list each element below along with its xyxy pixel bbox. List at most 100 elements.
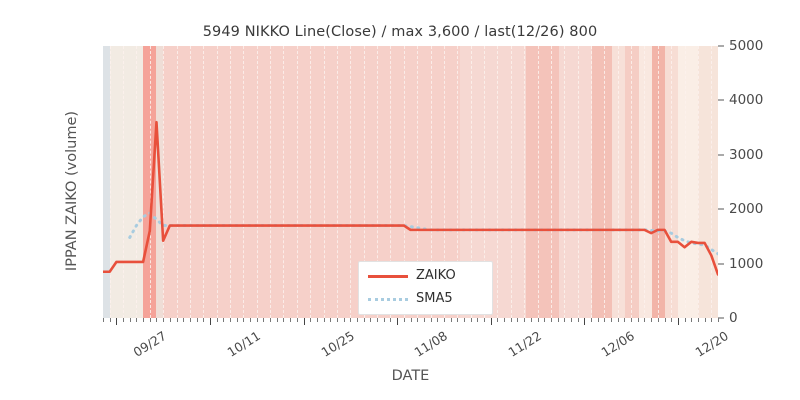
x-tick-minor <box>484 318 486 322</box>
series-line-sma5 <box>128 211 718 256</box>
background-band <box>612 46 626 318</box>
x-tick-label: 11/08 <box>411 328 451 360</box>
x-tick-minor <box>283 318 285 322</box>
gridline <box>230 46 231 318</box>
x-tick-major <box>397 318 399 325</box>
x-tick-label: 12/20 <box>692 328 731 360</box>
x-tick-minor <box>651 318 653 322</box>
x-tick-minor <box>109 318 111 322</box>
gridline <box>350 46 352 318</box>
gridline <box>417 46 419 318</box>
x-tick-minor <box>664 318 666 322</box>
x-tick-minor <box>316 318 318 322</box>
gridline <box>310 46 312 318</box>
x-tick-major <box>677 318 679 325</box>
x-tick-minor <box>230 318 231 322</box>
gridline <box>176 46 178 318</box>
x-tick-minor <box>718 318 719 322</box>
background-band <box>103 46 111 318</box>
gridline <box>336 46 338 318</box>
x-tick-minor <box>276 318 278 322</box>
gridline <box>657 46 659 318</box>
y-tick-mark <box>718 154 724 156</box>
gridline <box>430 46 432 318</box>
x-tick-minor <box>691 318 693 322</box>
x-tick-minor <box>323 318 325 322</box>
gridline <box>109 46 111 318</box>
x-tick-minor <box>383 318 385 322</box>
x-tick-minor <box>544 318 546 322</box>
x-tick-minor <box>357 318 359 322</box>
gridline <box>136 46 138 318</box>
x-tick-minor <box>189 318 191 322</box>
x-tick-minor <box>403 318 405 322</box>
background-band <box>625 46 640 318</box>
gridline <box>390 46 392 318</box>
x-tick-minor <box>577 318 579 322</box>
x-tick-minor <box>163 318 165 322</box>
legend-label-sma5: SMA5 <box>416 291 453 306</box>
x-tick-minor <box>169 318 171 322</box>
gridline <box>604 46 606 318</box>
gridline <box>283 46 285 318</box>
x-tick-minor <box>216 318 218 322</box>
x-tick-minor <box>203 318 205 322</box>
y-tick-label: 4000 <box>729 92 764 109</box>
x-tick-minor <box>336 318 338 322</box>
x-tick-minor <box>136 318 138 322</box>
x-tick-minor <box>497 318 499 322</box>
x-tick-minor <box>570 318 572 322</box>
x-tick-label: 10/11 <box>224 328 263 360</box>
gridline <box>484 46 486 318</box>
x-tick-minor <box>537 318 539 322</box>
x-tick-minor <box>611 318 613 322</box>
x-tick-minor <box>156 318 158 322</box>
x-tick-minor <box>343 318 345 322</box>
gridline <box>550 46 552 318</box>
chart-title: 5949 NIKKO Line(Close) / max 3,600 / las… <box>202 24 598 40</box>
background-band <box>109 46 144 318</box>
gridline <box>123 46 125 318</box>
legend-swatch-zaiko <box>368 275 408 278</box>
x-tick-major <box>116 318 118 325</box>
x-tick-major <box>303 318 305 325</box>
x-tick-minor <box>123 318 125 322</box>
x-tick-minor <box>417 318 419 322</box>
x-tick-minor <box>711 318 713 322</box>
x-tick-minor <box>176 318 178 322</box>
x-tick-minor <box>504 318 506 322</box>
y-tick-mark <box>718 99 724 101</box>
x-tick-minor <box>437 318 439 322</box>
x-tick-minor <box>236 318 238 322</box>
y-tick-mark <box>718 45 724 47</box>
x-tick-minor <box>223 318 225 322</box>
x-tick-minor <box>697 318 699 322</box>
x-tick-minor <box>470 318 472 322</box>
chart-legend: ZAIKO SMA5 <box>358 261 493 315</box>
gridline <box>537 46 539 318</box>
gridline <box>149 46 151 318</box>
x-tick-label: 11/22 <box>505 328 544 360</box>
x-tick-minor <box>129 318 131 322</box>
x-tick-minor <box>550 318 552 322</box>
gridline <box>203 46 205 318</box>
gridline <box>564 46 566 318</box>
x-tick-minor <box>250 318 252 322</box>
gridline <box>631 46 633 318</box>
x-tick-label: 10/25 <box>318 328 357 360</box>
gridline <box>617 46 619 318</box>
gridline <box>577 46 579 318</box>
y-tick-label: 1000 <box>729 255 764 272</box>
x-tick-minor <box>270 318 272 322</box>
gridline <box>243 46 245 318</box>
gridline <box>403 46 405 318</box>
x-tick-minor <box>657 318 659 322</box>
gridline <box>524 46 526 318</box>
gridline <box>443 46 445 318</box>
x-tick-minor <box>296 318 298 322</box>
x-tick-minor <box>330 318 332 322</box>
x-tick-minor <box>510 318 512 322</box>
gridline <box>377 46 379 318</box>
gridline <box>671 46 673 318</box>
